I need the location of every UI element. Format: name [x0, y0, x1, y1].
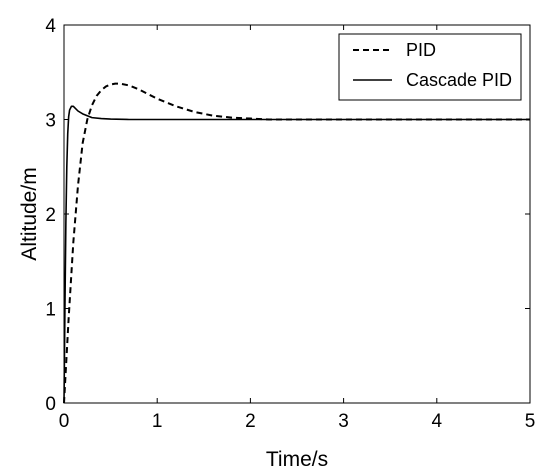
- x-tick-label: 2: [245, 411, 256, 432]
- y-tick-label: 1: [45, 300, 56, 321]
- legend-label-cascade-pid: Cascade PID: [406, 70, 512, 90]
- y-tick-label: 0: [45, 394, 56, 415]
- y-axis-label: Altitude/m: [18, 167, 41, 260]
- x-tick-label: 1: [152, 411, 163, 432]
- legend-box: [338, 33, 522, 101]
- series-layer: [63, 82, 530, 404]
- ticks-layer: 0 1 2 3 4 5 0 1 2 3 4: [45, 16, 535, 432]
- x-tick-label: 4: [432, 411, 443, 432]
- x-tick-label: 3: [338, 411, 349, 432]
- legend: PID Cascade PID: [338, 33, 522, 101]
- series-line-cascade-pid: [63, 105, 530, 404]
- y-tick-label: 4: [45, 16, 56, 37]
- x-tick-label: 0: [59, 411, 70, 432]
- legend-label-pid: PID: [406, 40, 436, 60]
- y-tick-label: 3: [45, 111, 56, 132]
- x-tick-label: 5: [525, 411, 536, 432]
- y-tick-label: 2: [45, 205, 56, 226]
- x-axis-label: Time/s: [266, 448, 328, 471]
